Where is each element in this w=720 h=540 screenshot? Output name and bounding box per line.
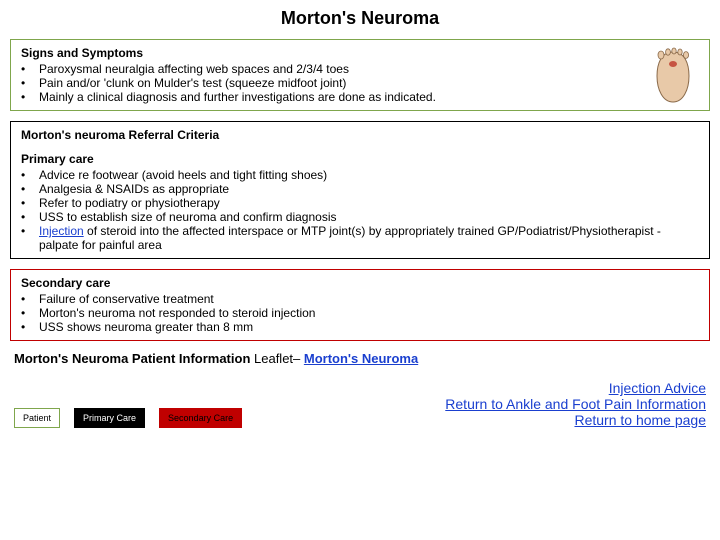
- legend-primary: Primary Care: [74, 408, 145, 428]
- secondary-heading: Secondary care: [21, 276, 699, 290]
- signs-item: •Mainly a clinical diagnosis and further…: [21, 90, 699, 104]
- return-ankle-foot-link[interactable]: Return to Ankle and Foot Pain Informatio…: [445, 396, 706, 412]
- injection-text: of steroid into the affected interspace …: [39, 224, 661, 252]
- signs-item: •Pain and/or 'clunk on Mulder's test (sq…: [21, 76, 699, 90]
- referral-item: •Advice re footwear (avoid heels and tig…: [21, 168, 699, 182]
- secondary-item: •Morton's neuroma not responded to stero…: [21, 306, 699, 320]
- legend: Patient Primary Care Secondary Care: [14, 408, 242, 428]
- patient-info-line: Morton's Neuroma Patient Information Lea…: [14, 351, 710, 366]
- secondary-item: •USS shows neuroma greater than 8 mm: [21, 320, 699, 334]
- referral-item: •USS to establish size of neuroma and co…: [21, 210, 699, 224]
- injection-link[interactable]: Injection: [39, 224, 84, 238]
- referral-item: •Refer to podiatry or physiotherapy: [21, 196, 699, 210]
- primary-care-heading: Primary care: [21, 152, 699, 166]
- secondary-item: •Failure of conservative treatment: [21, 292, 699, 306]
- bottom-row: Patient Primary Care Secondary Care Inje…: [10, 380, 710, 428]
- patient-info-middle: Leaflet–: [254, 351, 304, 366]
- legend-secondary: Secondary Care: [159, 408, 242, 428]
- foot-illustration: [643, 46, 703, 106]
- signs-item: •Paroxysmal neuralgia affecting web spac…: [21, 62, 699, 76]
- patient-info-prefix: Morton's Neuroma Patient Information: [14, 351, 254, 366]
- signs-heading: Signs and Symptoms: [21, 46, 699, 60]
- page-title: Morton's Neuroma: [10, 8, 710, 29]
- patient-info-leaflet-link[interactable]: Morton's Neuroma: [304, 351, 418, 366]
- right-links: Injection Advice Return to Ankle and Foo…: [445, 380, 706, 428]
- referral-heading: Morton's neuroma Referral Criteria: [21, 128, 699, 142]
- referral-box: Morton's neuroma Referral Criteria Prima…: [10, 121, 710, 259]
- referral-item-injection: • Injection of steroid into the affected…: [21, 224, 699, 252]
- return-home-link[interactable]: Return to home page: [574, 412, 706, 428]
- secondary-box: Secondary care •Failure of conservative …: [10, 269, 710, 341]
- signs-box: Signs and Symptoms •Paroxysmal neuralgia…: [10, 39, 710, 111]
- injection-advice-link[interactable]: Injection Advice: [609, 380, 706, 396]
- legend-patient: Patient: [14, 408, 60, 428]
- referral-item: •Analgesia & NSAIDs as appropriate: [21, 182, 699, 196]
